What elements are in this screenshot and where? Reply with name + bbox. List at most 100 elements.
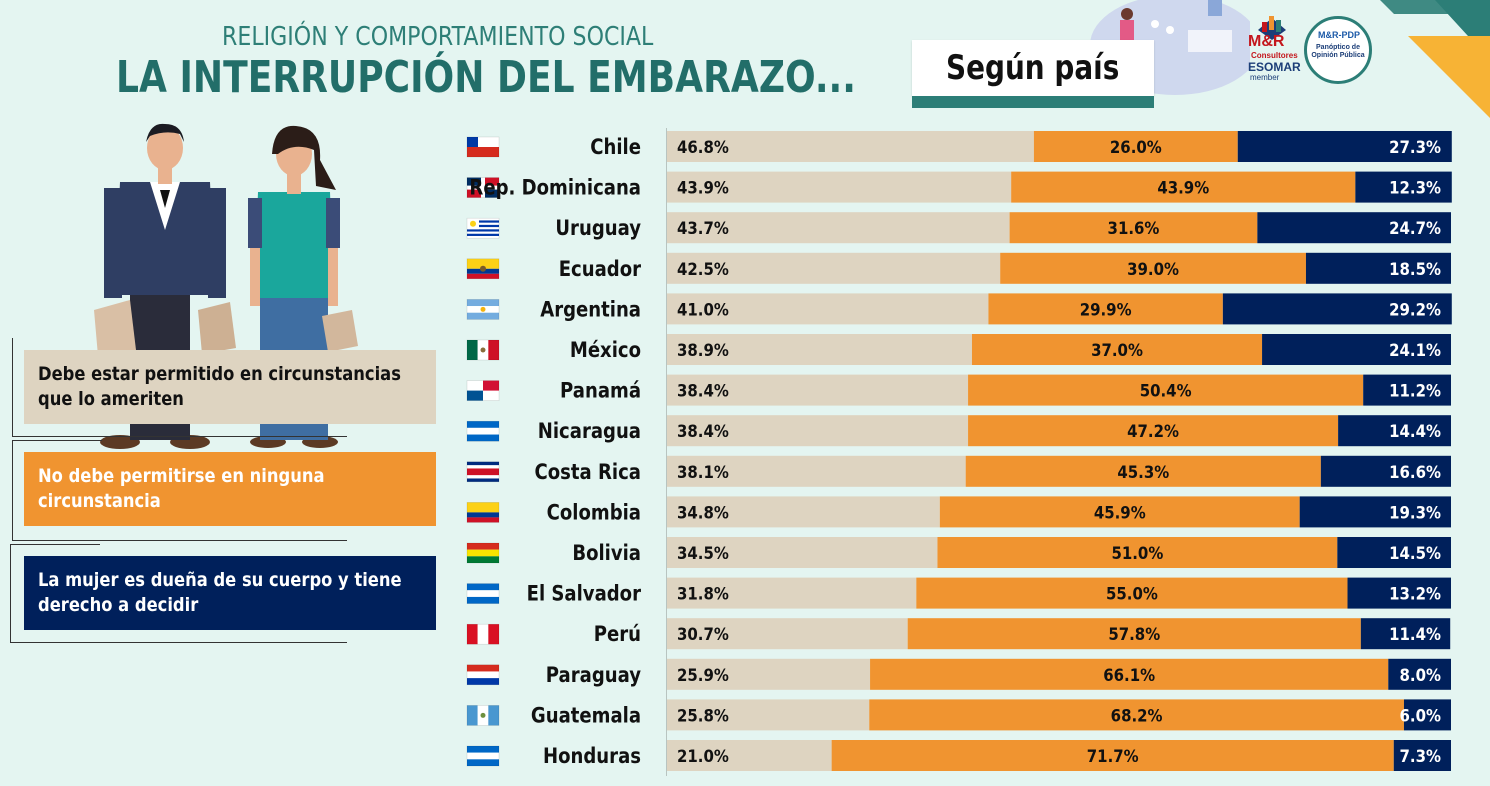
data-label: 25.9% [677,665,729,685]
legend-item-woman-decides: La mujer es dueña de su cuerpo y tiene d… [24,556,436,630]
bar-segment [1033,131,1238,162]
flag-panama-icon [466,380,500,401]
category-label: Chile [590,135,641,160]
legend-item-never-permitted: No debe permitirse en ninguna circunstan… [24,452,436,526]
data-label: 8.0% [1400,665,1441,685]
bar-segment [907,618,1361,650]
bar-segment [667,618,908,650]
data-label: 21.0% [677,746,729,766]
data-label: 66.1% [1103,665,1155,685]
data-label: 30.7% [677,624,729,644]
data-label: 24.7% [1389,218,1441,238]
bar-segment [916,577,1348,609]
flag-el-salvador-icon [466,583,500,604]
bar-segment [1355,171,1452,203]
category-label: Argentina [540,297,641,322]
flag-chile-icon [466,136,500,158]
bar-segment [1305,252,1451,284]
bar-segment [1237,131,1452,162]
bar-segment [667,293,989,325]
bar-segment [667,374,969,406]
bar-segment [1388,658,1451,690]
bar-segment [1360,618,1451,650]
data-label: 37.0% [1091,340,1143,360]
data-label: 6.0% [1400,705,1441,725]
bar-segment [667,740,832,771]
bar-segment [937,537,1338,568]
data-label: 24.1% [1389,340,1441,360]
flag-dominican-republic-icon [466,177,500,198]
flag-bolivia-icon [466,542,500,564]
data-label: 45.9% [1094,502,1146,522]
data-label: 12.3% [1389,178,1441,198]
category-label: Guatemala [531,703,641,728]
data-label: 19.3% [1389,502,1441,522]
legend-bracket-3 [10,544,347,643]
bar-segment [869,699,1404,731]
bar-segment [667,415,969,447]
category-label: Uruguay [555,216,641,241]
segment-badge-underline [912,96,1154,108]
esomar-member: member [1250,73,1280,82]
flag-ecuador-icon [466,258,500,280]
data-label: 25.8% [677,705,729,725]
bar-segment [1222,293,1452,325]
flag-mexico-icon [466,339,500,361]
data-label: 46.8% [677,137,729,157]
bar-segment [667,577,917,609]
data-label: 31.8% [677,584,729,604]
data-label: 51.0% [1111,543,1163,563]
data-label: 16.6% [1389,462,1441,482]
data-label: 43.9% [1157,178,1209,198]
flag-nicaragua-icon [466,420,500,442]
category-label: Perú [594,622,641,647]
data-label: 68.2% [1111,705,1163,725]
bar-segment [667,171,1012,203]
data-label: 38.4% [677,381,729,401]
bar-segment [667,455,966,487]
data-label: 31.6% [1108,218,1160,238]
bar-segment [667,537,938,568]
header-subtitle: RELIGIÓN Y COMPORTAMIENTO SOCIAL [222,22,654,52]
corner-decoration [1350,0,1490,118]
flag-peru-icon [466,623,500,645]
bar-segment [831,740,1394,771]
data-label: 7.3% [1400,746,1441,766]
legend-bracket-1 [12,338,347,437]
bar-segment [870,658,1389,690]
bar-segment [667,131,1034,162]
category-label: Paraguay [546,662,641,687]
data-label: 39.0% [1127,259,1179,279]
bar-segment [1347,577,1451,609]
bar-segment [1338,415,1451,447]
data-label: 43.7% [677,218,729,238]
data-label: 34.8% [677,502,729,522]
bar-segment [965,455,1321,487]
legend-bracket-top-3 [10,544,100,545]
data-label: 38.9% [677,340,729,360]
panoptico-logo-name: Panóptico de Opinión Pública [1311,44,1365,59]
bar-segment [1000,252,1306,284]
data-label: 27.3% [1389,137,1441,157]
category-label: Panamá [560,378,641,403]
bar-segment [1262,334,1451,365]
panoptico-logo [1304,16,1372,84]
data-label: 34.5% [677,543,729,563]
flag-colombia-icon [466,502,500,523]
data-label: 41.0% [677,299,729,319]
bar-segment [971,334,1263,365]
category-label: Colombia [547,500,641,525]
page-title: LA INTERRUPCIÓN DEL EMBARAZO... [116,52,856,103]
data-label: 14.4% [1389,421,1441,441]
data-label: 50.4% [1140,381,1192,401]
bar-segment [667,658,871,690]
flag-honduras-icon [466,745,500,767]
mr-logo-sub: Consultores [1251,51,1298,60]
data-label: 18.5% [1389,259,1441,279]
category-label: Ecuador [559,256,642,281]
panoptico-logo-acronym: M&R-PDP [1318,30,1360,40]
data-label: 11.2% [1389,381,1441,401]
bar-segment [667,496,940,528]
bar-segment [1257,212,1451,244]
